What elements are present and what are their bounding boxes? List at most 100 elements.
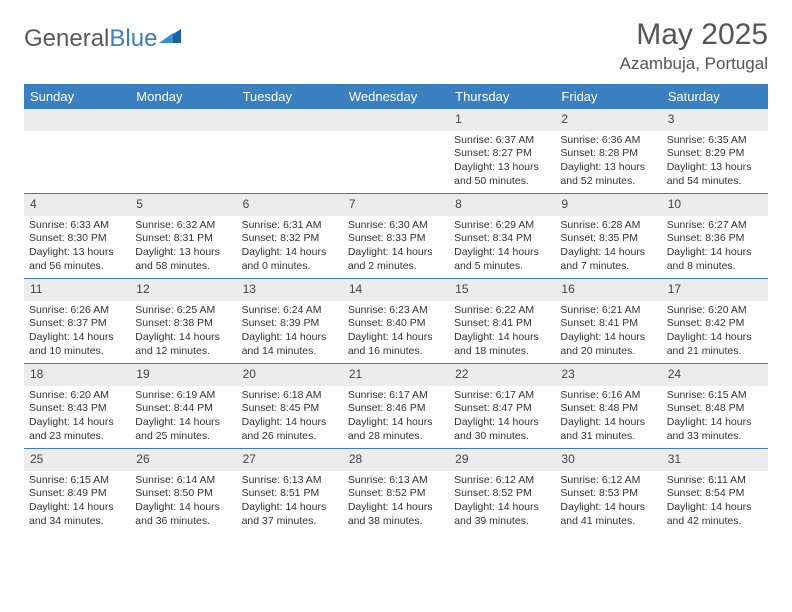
sunset-text: Sunset: 8:52 PM xyxy=(348,487,444,501)
calendar: Sunday Monday Tuesday Wednesday Thursday… xyxy=(24,84,768,533)
day-cell: 1Sunrise: 6:37 AMSunset: 8:27 PMDaylight… xyxy=(449,109,555,193)
sunrise-text: Sunrise: 6:16 AM xyxy=(560,389,656,403)
day-number: 16 xyxy=(555,279,661,301)
sunset-text: Sunset: 8:48 PM xyxy=(560,402,656,416)
daylight-text: Daylight: 14 hours and 21 minutes. xyxy=(667,331,763,358)
day-header-wed: Wednesday xyxy=(343,84,449,109)
day-body: Sunrise: 6:26 AMSunset: 8:37 PMDaylight:… xyxy=(24,301,130,363)
day-body: Sunrise: 6:36 AMSunset: 8:28 PMDaylight:… xyxy=(555,131,661,193)
day-cell: 16Sunrise: 6:21 AMSunset: 8:41 PMDayligh… xyxy=(555,279,661,363)
day-number: 29 xyxy=(449,449,555,471)
sunset-text: Sunset: 8:50 PM xyxy=(135,487,231,501)
week-row: 11Sunrise: 6:26 AMSunset: 8:37 PMDayligh… xyxy=(24,278,768,363)
sunset-text: Sunset: 8:51 PM xyxy=(242,487,338,501)
daylight-text: Daylight: 14 hours and 16 minutes. xyxy=(348,331,444,358)
sunrise-text: Sunrise: 6:19 AM xyxy=(135,389,231,403)
sunset-text: Sunset: 8:34 PM xyxy=(454,232,550,246)
day-body: Sunrise: 6:35 AMSunset: 8:29 PMDaylight:… xyxy=(662,131,768,193)
day-body: Sunrise: 6:15 AMSunset: 8:49 PMDaylight:… xyxy=(24,471,130,533)
day-body: Sunrise: 6:11 AMSunset: 8:54 PMDaylight:… xyxy=(662,471,768,533)
sunrise-text: Sunrise: 6:29 AM xyxy=(454,219,550,233)
day-body: Sunrise: 6:22 AMSunset: 8:41 PMDaylight:… xyxy=(449,301,555,363)
sunset-text: Sunset: 8:28 PM xyxy=(560,147,656,161)
sunrise-text: Sunrise: 6:13 AM xyxy=(242,474,338,488)
daylight-text: Daylight: 14 hours and 5 minutes. xyxy=(454,246,550,273)
day-header-row: Sunday Monday Tuesday Wednesday Thursday… xyxy=(24,84,768,109)
daylight-text: Daylight: 14 hours and 34 minutes. xyxy=(29,501,125,528)
day-number: 30 xyxy=(555,449,661,471)
day-header-mon: Monday xyxy=(130,84,236,109)
day-number: 9 xyxy=(555,194,661,216)
day-header-thu: Thursday xyxy=(449,84,555,109)
day-number: 6 xyxy=(237,194,343,216)
sunrise-text: Sunrise: 6:12 AM xyxy=(560,474,656,488)
sunrise-text: Sunrise: 6:31 AM xyxy=(242,219,338,233)
sunset-text: Sunset: 8:32 PM xyxy=(242,232,338,246)
week-row: 4Sunrise: 6:33 AMSunset: 8:30 PMDaylight… xyxy=(24,193,768,278)
sunrise-text: Sunrise: 6:11 AM xyxy=(667,474,763,488)
daylight-text: Daylight: 14 hours and 14 minutes. xyxy=(242,331,338,358)
sunrise-text: Sunrise: 6:23 AM xyxy=(348,304,444,318)
day-body: Sunrise: 6:33 AMSunset: 8:30 PMDaylight:… xyxy=(24,216,130,278)
logo-text-2: Blue xyxy=(109,25,157,53)
day-cell: 23Sunrise: 6:16 AMSunset: 8:48 PMDayligh… xyxy=(555,364,661,448)
day-cell: 26 Sunrise: 6:14 AMSunset: 8:50 PMDayligh… xyxy=(130,449,236,533)
sunrise-text: Sunrise: 6:24 AM xyxy=(242,304,338,318)
day-number: 13 xyxy=(237,279,343,301)
daylight-text: Daylight: 14 hours and 8 minutes. xyxy=(667,246,763,273)
daylight-text: Daylight: 14 hours and 31 minutes. xyxy=(560,416,656,443)
day-body: Sunrise: 6:17 AMSunset: 8:46 PMDaylight:… xyxy=(343,386,449,448)
daylight-text: Daylight: 14 hours and 0 minutes. xyxy=(242,246,338,273)
daylight-text: Daylight: 14 hours and 26 minutes. xyxy=(242,416,338,443)
daylight-text: Daylight: 14 hours and 7 minutes. xyxy=(560,246,656,273)
day-cell: 13Sunrise: 6:24 AMSunset: 8:39 PMDayligh… xyxy=(237,279,343,363)
day-body: Sunrise: 6:18 AMSunset: 8:45 PMDaylight:… xyxy=(237,386,343,448)
title-block: May 2025 Azambuja, Portugal xyxy=(620,18,768,74)
day-number: 24 xyxy=(662,364,768,386)
sunset-text: Sunset: 8:41 PM xyxy=(560,317,656,331)
day-header-tue: Tuesday xyxy=(237,84,343,109)
day-header-fri: Friday xyxy=(555,84,661,109)
daylight-text: Daylight: 14 hours and 38 minutes. xyxy=(348,501,444,528)
day-number: 3 xyxy=(662,109,768,131)
sunset-text: Sunset: 8:42 PM xyxy=(667,317,763,331)
header: GeneralBlue May 2025 Azambuja, Portugal xyxy=(24,18,768,74)
day-cell: 18Sunrise: 6:20 AMSunset: 8:43 PMDayligh… xyxy=(24,364,130,448)
sunrise-text: Sunrise: 6:15 AM xyxy=(29,474,125,488)
month-title: May 2025 xyxy=(620,18,768,52)
day-body: Sunrise: 6:27 AMSunset: 8:36 PMDaylight:… xyxy=(662,216,768,278)
sunrise-text: Sunrise: 6:27 AM xyxy=(667,219,763,233)
day-body: Sunrise: 6:20 AMSunset: 8:42 PMDaylight:… xyxy=(662,301,768,363)
day-cell: 31Sunrise: 6:11 AMSunset: 8:54 PMDayligh… xyxy=(662,449,768,533)
sunset-text: Sunset: 8:38 PM xyxy=(135,317,231,331)
sunset-text: Sunset: 8:54 PM xyxy=(667,487,763,501)
sunset-text: Sunset: 8:29 PM xyxy=(667,147,763,161)
sunset-text: Sunset: 8:27 PM xyxy=(454,147,550,161)
day-body: Sunrise: 6:32 AMSunset: 8:31 PMDaylight:… xyxy=(130,216,236,278)
day-number: 17 xyxy=(662,279,768,301)
day-body: Sunrise: 6:23 AMSunset: 8:40 PMDaylight:… xyxy=(343,301,449,363)
sunset-text: Sunset: 8:41 PM xyxy=(454,317,550,331)
day-body: Sunrise: 6:30 AMSunset: 8:33 PMDaylight:… xyxy=(343,216,449,278)
sunset-text: Sunset: 8:47 PM xyxy=(454,402,550,416)
day-number: 4 xyxy=(24,194,130,216)
day-body: Sunrise: 6:24 AMSunset: 8:39 PMDaylight:… xyxy=(237,301,343,363)
logo: GeneralBlue xyxy=(24,18,181,56)
sunrise-text: Sunrise: 6:18 AM xyxy=(242,389,338,403)
sunrise-text: Sunrise: 6:33 AM xyxy=(29,219,125,233)
day-number: 26 xyxy=(130,449,236,471)
day-number: 27 xyxy=(237,449,343,471)
day-body: Sunrise: 6:31 AMSunset: 8:32 PMDaylight:… xyxy=(237,216,343,278)
day-body: Sunrise: 6:15 AMSunset: 8:48 PMDaylight:… xyxy=(662,386,768,448)
sunrise-text: Sunrise: 6:14 AM xyxy=(135,474,231,488)
day-cell: 24Sunrise: 6:15 AMSunset: 8:48 PMDayligh… xyxy=(662,364,768,448)
day-cell: 27Sunrise: 6:13 AMSunset: 8:51 PMDayligh… xyxy=(237,449,343,533)
day-number: 10 xyxy=(662,194,768,216)
week-row: 18Sunrise: 6:20 AMSunset: 8:43 PMDayligh… xyxy=(24,363,768,448)
sunrise-text: Sunrise: 6:25 AM xyxy=(135,304,231,318)
sunrise-text: Sunrise: 6:26 AM xyxy=(29,304,125,318)
daylight-text: Daylight: 14 hours and 36 minutes. xyxy=(135,501,231,528)
day-cell: 14Sunrise: 6:23 AMSunset: 8:40 PMDayligh… xyxy=(343,279,449,363)
day-number: 2 xyxy=(555,109,661,131)
sunset-text: Sunset: 8:45 PM xyxy=(242,402,338,416)
